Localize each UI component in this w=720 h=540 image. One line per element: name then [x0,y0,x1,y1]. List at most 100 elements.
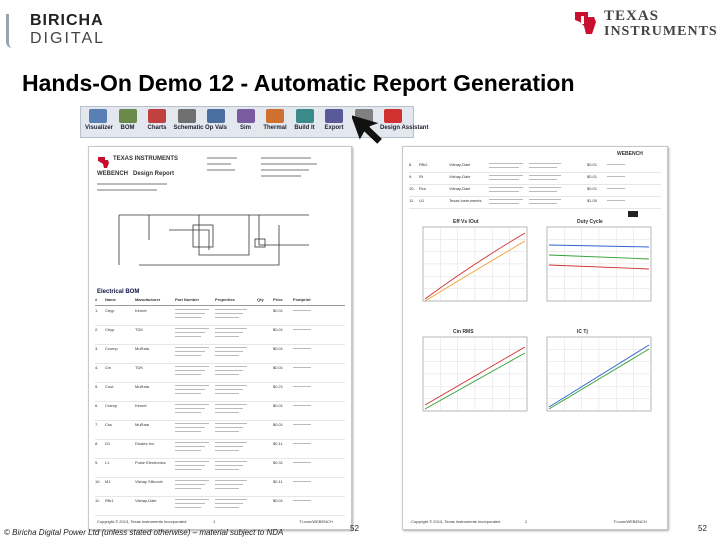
bom-cell-num: 4. [95,365,99,370]
bom-cell-price: $0.01 [587,162,598,167]
bom-cell-mfr: Texas Instruments [449,198,482,203]
text-line [175,374,201,375]
toolbar-charts-button[interactable]: Charts [144,109,170,131]
page2-footer-right: TI.com/WEBENCH [613,519,647,524]
toolbar-bom-button[interactable]: BOM [115,109,141,131]
bom-cell-name: Cramp [105,403,118,408]
page2-footer-page: 2 [525,519,528,524]
toolbar-op-vals-button[interactable]: Op Vals [203,109,229,131]
text-line [175,347,209,348]
text-line [175,389,205,390]
text-line [215,317,239,318]
thermal-icon [266,109,284,123]
op-vals-icon [207,109,225,123]
text-line [175,427,205,428]
bom-cell-name: Cin [105,365,112,370]
text-line [175,313,205,314]
toolbar-export-button[interactable]: Export [321,109,347,131]
text-line [175,328,209,329]
bom-cell-mfr: Vishay-Dale [449,186,471,191]
page2-footer-left: Copyright © 2013, Texas Instruments Inco… [411,519,501,524]
text-line [175,480,209,481]
text-line [607,188,625,189]
text-line [215,393,239,394]
bom-cell-name: D1 [105,441,111,446]
text-line [215,499,247,500]
toolbar-label: Charts [147,125,167,131]
component-footprint-image [628,211,638,217]
toolbar-build-it-button[interactable]: Build It [292,109,318,131]
text-line [175,461,209,462]
text-line [215,465,243,466]
text-line [175,355,201,356]
bom-row: 11. Rfb1 Vishay-Dale $0.01 [95,497,345,516]
report-chart [422,336,528,412]
bom-cell-mfr: Kemet [135,308,147,313]
text-line [215,423,247,424]
bom-cell-mfr: MuRata [135,346,150,351]
bom-row: 7. Css MuRata $0.01 [95,421,345,440]
bom-cell-name: Rfb1 [105,498,114,503]
text-line [293,481,311,482]
text-line [175,317,201,318]
bom-column-header: Properties [215,297,235,302]
text-line [215,484,243,485]
chart-series-line [548,254,650,260]
toolbar-label: BOM [120,125,135,131]
bom-cell-num: 9. [409,174,413,179]
toolbar-visualizer-button[interactable]: Visualizer [85,109,113,131]
text-line [215,351,243,352]
copyright-footer: © Biricha Digital Power Ltd (unless stat… [4,528,284,537]
design-assistant-icon [384,109,402,123]
bom-cell-mfr: Vishay-Dale [449,162,471,167]
text-line [293,424,311,425]
text-line [215,431,239,432]
bom-cell-num: 10. [95,479,101,484]
text-line [215,446,243,447]
text-line [175,412,201,413]
chart-series-line [424,232,526,300]
bom-cell-mfr: Vishay-Dale [449,174,471,179]
bom-cell-name: U1 [419,198,425,203]
text-line [215,488,239,489]
text-line [261,175,301,177]
report-product: WEBENCH [97,171,128,177]
text-line [175,499,209,500]
text-line [215,507,239,508]
toolbar-label: Sim [239,125,251,131]
text-line [215,503,243,504]
bom-cell-name: Ccomp [105,346,118,351]
bom-cell-price: $0.31 [273,460,284,465]
bom-cell-name: Cbyp [105,308,115,313]
text-line [293,310,311,311]
report-chart [546,226,652,302]
text-line [175,450,201,451]
page-number-center: 52 [350,524,359,533]
toolbar-design-assistant-button[interactable]: Design Assistant [380,109,428,131]
chart-title: IC Tj [577,329,588,335]
charts-icon [148,109,166,123]
bom-section-title: Electrical BOM [97,289,140,295]
text-line [175,431,201,432]
text-line [175,370,205,371]
text-line [215,412,239,413]
toolbar-sim-button[interactable]: Sim [233,109,259,131]
report-company: TEXAS INSTRUMENTS [113,156,179,162]
text-line [175,446,205,447]
bom-column-header: Price [273,297,283,302]
toolbar-label: Schematic [173,125,204,131]
biricha-logo-bottom: DIGITAL [30,30,106,47]
report-chart [422,226,528,302]
bom-cell-name: Css [105,422,112,427]
toolbar-thermal-button[interactable]: Thermal [262,109,288,131]
text-line [175,423,209,424]
text-line [207,169,235,171]
bom-cell-mfr: Pulse Electronics [135,460,166,465]
toolbar-schematic-button[interactable]: Schematic [173,109,204,131]
bom-cell-num: 6. [95,403,99,408]
text-line [529,187,561,188]
bom-cell-price: $0.01 [273,365,284,370]
text-line [175,503,205,504]
text-line [207,163,231,165]
report-chart [546,336,652,412]
